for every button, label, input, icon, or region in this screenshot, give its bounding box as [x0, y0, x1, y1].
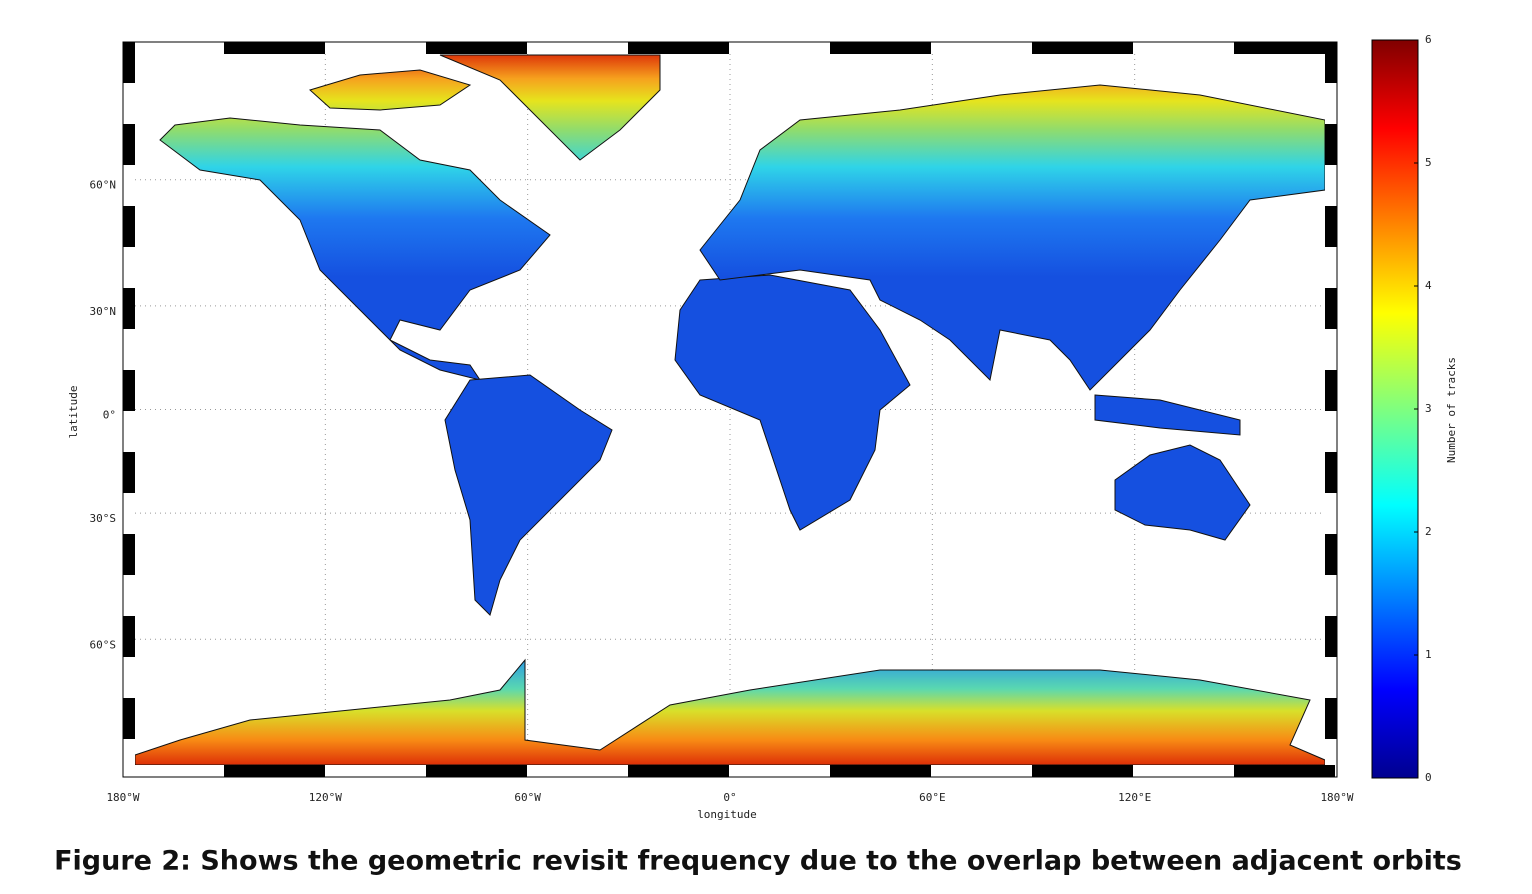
caption: Figure 2: Shows the geometric revisit fr… [54, 846, 1462, 877]
x-tick-label: 180°W [1320, 791, 1353, 804]
antarctica [134, 658, 1326, 766]
colorbar-tick-label: 2 [1425, 525, 1432, 538]
frame [122, 41, 1338, 778]
greenland [439, 54, 661, 161]
x-tick-label: 60°W [514, 791, 541, 804]
colorbar-tick-label: 3 [1425, 402, 1432, 415]
x-tick-label: 180°W [106, 791, 139, 804]
africa [674, 274, 911, 531]
x-axis-label: longitude [697, 808, 757, 821]
colorbar-label: Number of tracks [1445, 357, 1458, 463]
y-axis-label: latitude [67, 386, 80, 439]
y-tick-label: 0° [103, 409, 116, 422]
eurasia [699, 84, 1326, 391]
colorbar-tick-label: 6 [1425, 33, 1432, 46]
colorbar-tick-label: 5 [1425, 156, 1432, 169]
y-tick-label: 60°S [90, 638, 117, 651]
colorbar-tick-label: 4 [1425, 279, 1432, 292]
y-tick-label: 30°S [90, 512, 117, 525]
x-tick-label: 120°E [1118, 791, 1151, 804]
colorbar-tick-label: 1 [1425, 648, 1432, 661]
y-tick-label: 30°N [90, 305, 117, 318]
colorbar-tick-label: 0 [1425, 771, 1432, 784]
x-tick-label: 0° [723, 791, 736, 804]
arctic-islands [309, 69, 472, 111]
australia [1114, 444, 1251, 541]
x-tick-label: 120°W [309, 791, 342, 804]
x-tick-label: 60°E [919, 791, 946, 804]
south-america [444, 374, 613, 616]
indonesia [1094, 394, 1241, 436]
colorbar [1371, 39, 1419, 779]
north-america [159, 117, 551, 381]
y-tick-label: 60°N [90, 179, 117, 192]
land [134, 54, 1326, 766]
